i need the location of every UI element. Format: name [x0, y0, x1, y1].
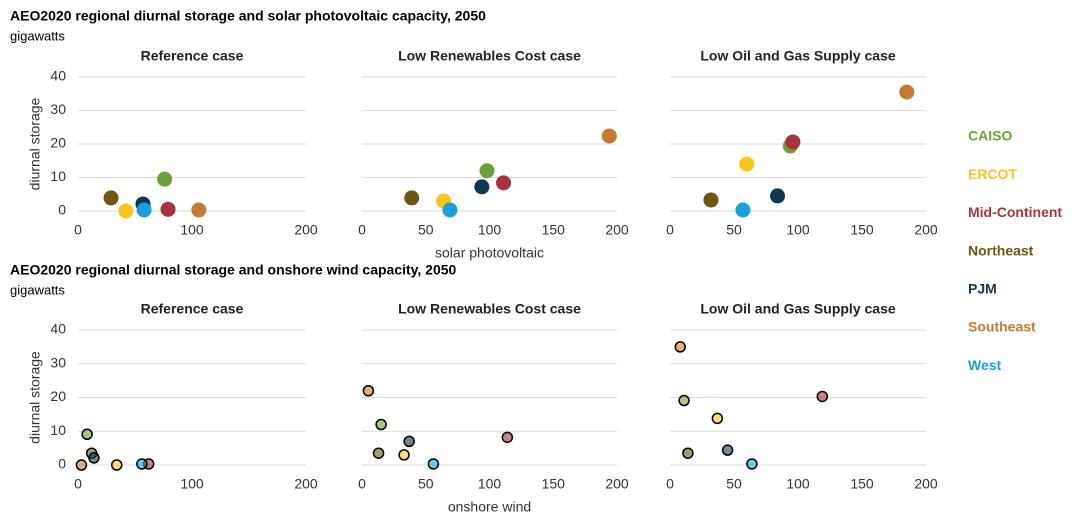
point: [735, 202, 751, 218]
point: [88, 452, 100, 464]
point: [496, 175, 512, 191]
legend-label: West: [968, 357, 1002, 373]
y-tick-label: 10: [50, 422, 66, 438]
point: [479, 163, 495, 179]
x-tick-label: 100: [786, 222, 810, 238]
y-tick-label: 20: [50, 135, 66, 151]
panel-title: Low Renewables Cost case: [398, 48, 581, 64]
y-tick-label: 30: [50, 101, 66, 117]
x-tick-label: 0: [358, 476, 366, 492]
point: [191, 202, 207, 218]
x-tick-label: 50: [418, 476, 434, 492]
panel-title: Low Oil and Gas Supply case: [700, 48, 895, 64]
point: [398, 449, 410, 461]
x-tick-label: 200: [914, 476, 938, 492]
x-tick-label: 100: [478, 476, 502, 492]
panel-title: Reference case: [141, 48, 244, 64]
point: [474, 179, 490, 195]
x-tick-label: 100: [180, 476, 204, 492]
point: [375, 418, 387, 431]
legend-label: ERCOT: [968, 166, 1017, 182]
legend-label: Northeast: [968, 242, 1034, 258]
point: [372, 447, 385, 459]
x-tick-label: 0: [74, 476, 82, 492]
x-tick-label: 200: [294, 222, 318, 238]
y-tick-label: 40: [50, 68, 66, 84]
figure-subtitle: gigawatts: [10, 282, 65, 297]
point: [81, 428, 93, 441]
point: [404, 190, 420, 206]
point: [816, 390, 829, 403]
x-tick-label: 50: [726, 476, 742, 492]
x-tick-label: 200: [294, 476, 318, 492]
point: [362, 385, 375, 397]
legend-label: Mid-Continent: [968, 204, 1062, 220]
panel-title: Low Oil and Gas Supply case: [700, 301, 895, 317]
figure-title: AEO2020 regional diurnal storage and ons…: [10, 262, 457, 278]
x-tick-label: 0: [74, 222, 82, 238]
x-tick-label: 100: [180, 222, 204, 238]
point: [160, 201, 176, 217]
x-tick-label: 50: [726, 222, 742, 238]
point: [427, 458, 440, 470]
point: [75, 459, 88, 471]
point: [501, 431, 514, 444]
point: [721, 444, 734, 456]
x-tick-label: 0: [358, 222, 366, 238]
y-tick-label: 10: [50, 168, 66, 184]
x-tick-label: 200: [605, 222, 629, 238]
x-tick-label: 0: [666, 476, 674, 492]
point: [703, 192, 719, 208]
point: [682, 447, 694, 459]
figure-subtitle: gigawatts: [10, 28, 65, 43]
point: [442, 202, 458, 218]
x-tick-label: 150: [542, 222, 566, 238]
figure-title: AEO2020 regional diurnal storage and sol…: [10, 8, 486, 24]
panel-title: Low Renewables Cost case: [398, 301, 581, 317]
point: [739, 156, 755, 172]
x-tick-label: 100: [478, 222, 502, 238]
point: [136, 202, 152, 218]
y-tick-label: 30: [50, 354, 66, 370]
x-tick-label: 0: [666, 222, 674, 238]
y-tick-label: 40: [50, 321, 66, 337]
point: [103, 190, 119, 206]
x-tick-label: 200: [914, 222, 938, 238]
point: [136, 458, 148, 470]
point: [157, 171, 173, 187]
y-tick-label: 0: [58, 202, 66, 218]
legend-label: PJM: [968, 281, 997, 297]
panel-title: Reference case: [141, 301, 244, 317]
x-tick-label: 150: [850, 222, 874, 238]
point: [711, 412, 724, 425]
x-tick-label: 100: [786, 476, 810, 492]
legend-label: CAISO: [968, 128, 1012, 144]
x-tick-label: 150: [542, 476, 566, 492]
point: [118, 203, 134, 219]
point: [785, 134, 801, 150]
legend-label: Southeast: [968, 319, 1036, 335]
y-tick-label: 0: [58, 456, 66, 472]
y-tick-label: 20: [50, 388, 66, 404]
point: [403, 435, 415, 448]
y-axis-label: diurnal storage: [27, 97, 43, 190]
point: [746, 458, 758, 470]
y-axis-label: diurnal storage: [27, 351, 43, 444]
point: [111, 459, 123, 471]
point: [899, 84, 915, 100]
x-tick-label: 200: [605, 476, 629, 492]
point: [770, 188, 786, 204]
x-tick-label: 50: [418, 222, 434, 238]
point: [678, 394, 690, 407]
x-axis-label: solar photovoltaic: [435, 245, 544, 261]
x-axis-label: onshore wind: [448, 499, 531, 515]
point: [674, 341, 686, 353]
point: [601, 128, 617, 144]
x-tick-label: 150: [850, 476, 874, 492]
